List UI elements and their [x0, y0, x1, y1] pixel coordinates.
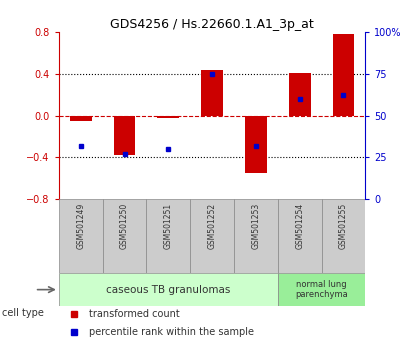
Bar	[234, 199, 278, 273]
Bar	[59, 199, 102, 273]
Bar	[289, 73, 311, 115]
Bar	[322, 199, 365, 273]
Bar	[113, 115, 135, 155]
Text: percentile rank within the sample: percentile rank within the sample	[89, 327, 255, 337]
Bar	[70, 115, 92, 121]
Bar	[333, 34, 354, 115]
Text: cell type: cell type	[2, 308, 44, 318]
Bar	[190, 199, 234, 273]
Bar	[158, 115, 179, 118]
Text: caseous TB granulomas: caseous TB granulomas	[106, 285, 231, 295]
Text: transformed count: transformed count	[89, 309, 180, 319]
Text: GSM501254: GSM501254	[295, 203, 304, 249]
Title: GDS4256 / Hs.22660.1.A1_3p_at: GDS4256 / Hs.22660.1.A1_3p_at	[110, 18, 314, 31]
Text: normal lung
parenchyma: normal lung parenchyma	[295, 280, 348, 299]
Text: GSM501250: GSM501250	[120, 203, 129, 249]
Bar	[147, 199, 190, 273]
Bar	[278, 273, 365, 306]
Text: GSM501251: GSM501251	[164, 203, 173, 249]
Text: GSM501249: GSM501249	[76, 203, 85, 249]
Bar	[278, 199, 322, 273]
Bar	[102, 199, 147, 273]
Text: GSM501255: GSM501255	[339, 203, 348, 249]
Bar	[245, 115, 267, 173]
Bar	[201, 69, 223, 115]
Bar	[59, 273, 278, 306]
Text: GSM501252: GSM501252	[207, 203, 217, 249]
Text: GSM501253: GSM501253	[252, 203, 260, 249]
